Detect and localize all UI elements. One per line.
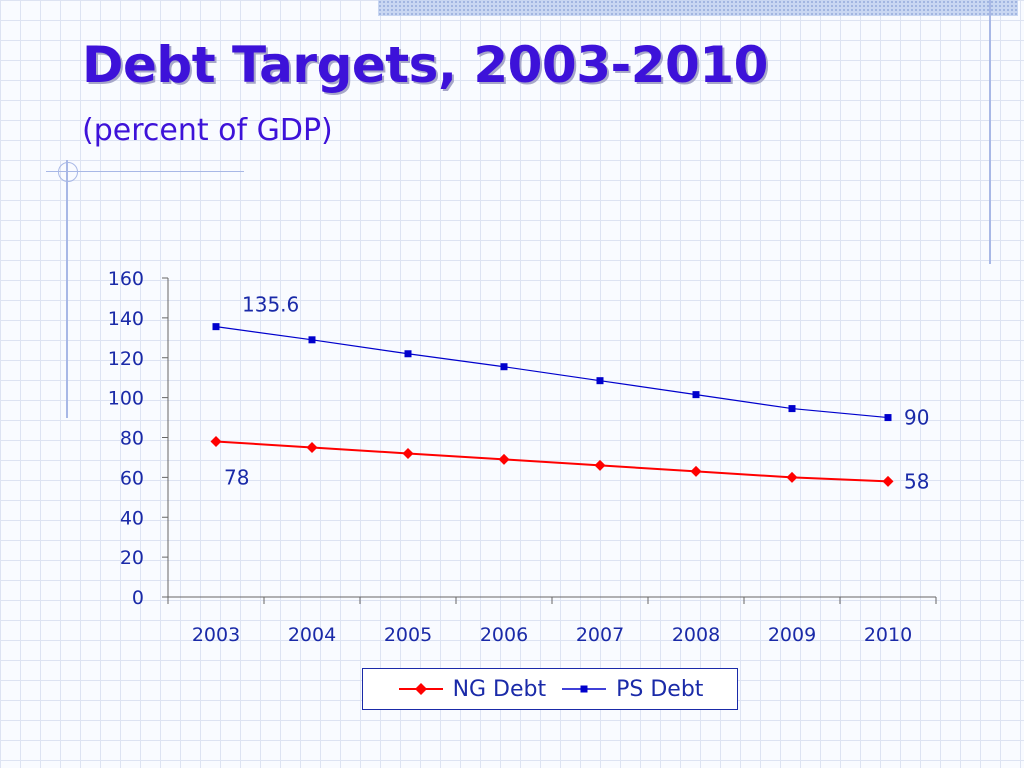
y-tick-label: 60 <box>120 467 144 489</box>
y-axis: 0 20 40 60 80 100 120 140 160 <box>108 268 169 609</box>
data-label: 58 <box>904 469 929 493</box>
x-tick-label: 2009 <box>768 624 816 646</box>
x-tick-label: 2010 <box>864 624 912 646</box>
x-axis: 2003 2004 2005 2006 2007 2008 2009 2010 <box>167 596 937 646</box>
y-tick-label: 160 <box>108 268 144 290</box>
data-labels: 135.6 90 78 58 <box>224 293 929 494</box>
data-point-marker <box>402 447 414 459</box>
data-point-marker <box>596 377 604 385</box>
ps-debt-legend-swatch <box>562 685 607 693</box>
data-point-marker <box>306 441 318 453</box>
decorative-title-rule <box>46 171 244 172</box>
decorative-top-band <box>378 0 1018 16</box>
y-tick-label: 140 <box>108 308 144 330</box>
slide-title: Debt Targets, 2003-2010 <box>82 36 768 94</box>
data-point-marker <box>788 405 796 413</box>
y-tick-label: 0 <box>132 587 144 609</box>
x-tick-label: 2003 <box>192 624 240 646</box>
x-tick-label: 2006 <box>480 624 528 646</box>
y-tick-label: 20 <box>120 547 144 569</box>
decorative-circle <box>58 162 78 182</box>
y-tick-label: 120 <box>108 348 144 370</box>
series-layer <box>210 323 894 487</box>
x-tick-label: 2007 <box>576 624 624 646</box>
series-line <box>215 326 889 419</box>
ng-debt-legend-swatch <box>398 683 443 695</box>
data-point-marker <box>594 459 606 471</box>
chart-legend: NG Debt PS Debt <box>362 668 738 710</box>
decorative-left-rule <box>66 160 68 418</box>
x-tick-label: 2008 <box>672 624 720 646</box>
series-ng-debt <box>210 435 894 487</box>
data-point-marker <box>498 453 510 465</box>
y-tick-label: 100 <box>108 388 144 410</box>
data-point-marker <box>210 435 222 447</box>
legend-item-ps-debt: PS Debt <box>560 677 703 702</box>
data-point-marker <box>884 414 892 422</box>
x-tick-label: 2004 <box>288 624 336 646</box>
legend-label-ps-debt: PS Debt <box>616 676 704 702</box>
data-point-marker <box>404 350 412 358</box>
data-label: 78 <box>224 465 249 489</box>
legend-label-ng-debt: NG Debt <box>452 676 547 702</box>
data-point-marker <box>882 475 894 487</box>
data-label: 135.6 <box>242 293 299 317</box>
legend-item-ng-debt: NG Debt <box>397 676 547 702</box>
x-tick-label: 2005 <box>384 624 432 646</box>
decorative-right-rule <box>989 0 991 264</box>
data-point-marker <box>308 336 316 344</box>
data-point-marker <box>500 363 508 371</box>
data-point-marker <box>786 471 798 483</box>
data-label: 90 <box>904 406 929 430</box>
y-tick-label: 40 <box>120 507 144 529</box>
slide-subtitle: (percent of GDP) <box>82 113 333 148</box>
series-line <box>215 440 889 483</box>
y-tick-label: 80 <box>120 428 144 450</box>
data-point-marker <box>212 323 220 331</box>
data-point-marker <box>690 465 702 477</box>
series-ps-debt <box>212 323 892 422</box>
data-point-marker <box>692 391 700 399</box>
